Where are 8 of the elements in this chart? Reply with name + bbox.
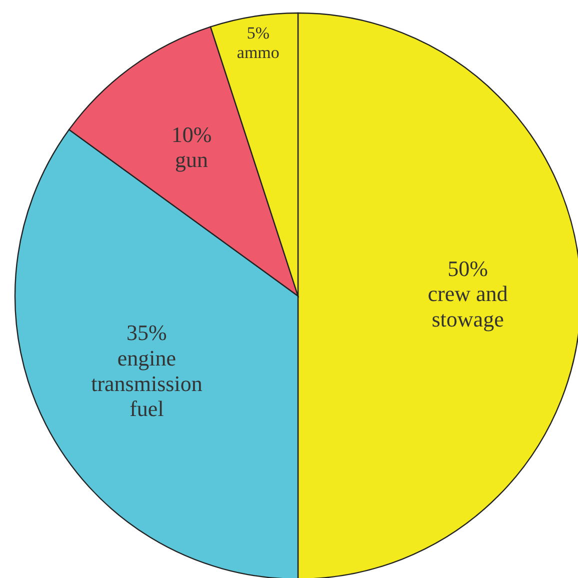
slice-label: crew and stowage xyxy=(428,281,508,332)
data-label: 35% xyxy=(126,320,167,346)
data-label: 10% xyxy=(171,122,212,147)
slice-label: ammo xyxy=(236,43,280,62)
slice-label: engine transmission fuel xyxy=(91,345,202,422)
slice-label: gun xyxy=(175,147,208,172)
data-label: 5% xyxy=(246,24,270,43)
data-label: 50% xyxy=(448,256,488,281)
